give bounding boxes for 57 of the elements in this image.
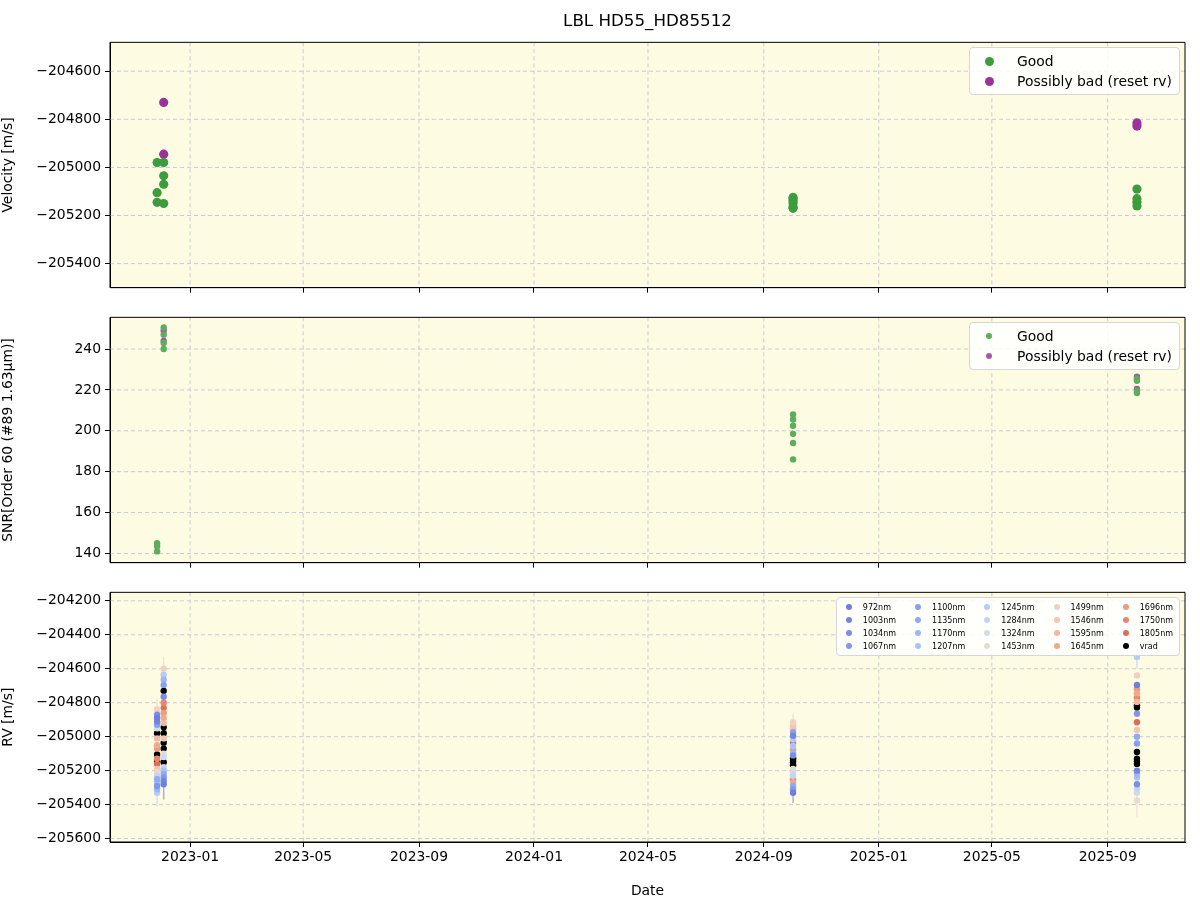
- y-tick-label: −205400: [36, 795, 101, 812]
- x-tick-label: 2025-05: [962, 847, 1021, 864]
- y-tick-label: −205400: [36, 254, 101, 271]
- x-tick-label: 2023-01: [161, 847, 220, 864]
- x-tick-label: 2025-09: [1078, 847, 1137, 864]
- legend-label: 972nm: [862, 602, 891, 612]
- y-tick-label: 160: [74, 503, 101, 520]
- legend-label: Possibly bad (reset rv): [1017, 348, 1172, 365]
- legend-label: 1034nm: [862, 628, 897, 638]
- y-tick-label: −205200: [36, 206, 101, 223]
- y-tick-label: −205600: [36, 829, 101, 846]
- y-tick-label: −204400: [36, 625, 101, 642]
- legend-label: 1245nm: [1001, 602, 1035, 612]
- y-tick-label: −204200: [36, 591, 101, 608]
- legend-label: 1170nm: [932, 628, 966, 638]
- y-tick-label: 180: [74, 462, 101, 479]
- x-tick-label: 2023-05: [274, 847, 333, 864]
- y-tick-label: −204600: [36, 61, 101, 78]
- legend-label: 1284nm: [1001, 615, 1035, 625]
- legend-label: 1499nm: [1070, 602, 1104, 612]
- legend-label: 1696nm: [1139, 602, 1173, 612]
- x-tick-label: 2023-09: [390, 847, 449, 864]
- chart-title: LBL HD55_HD85512: [562, 10, 733, 30]
- legend-label: 1135nm: [932, 615, 966, 625]
- legend-label: Possibly bad (reset rv): [1017, 73, 1172, 90]
- legend-label: 1453nm: [1001, 641, 1035, 651]
- legend-label: Good: [1017, 53, 1054, 70]
- y-tick-label: −205000: [36, 727, 101, 744]
- legend-label: 1100nm: [932, 602, 966, 612]
- y-tick-label: −205000: [36, 158, 101, 175]
- y-tick-label: 140: [74, 544, 101, 561]
- x-axis-title: Date: [630, 882, 665, 899]
- x-tick-label: 2024-09: [734, 847, 793, 864]
- y-axis-title: RV [m/s]: [0, 687, 15, 747]
- legend-label: 1546nm: [1070, 615, 1104, 625]
- legend-label: vrad: [1139, 641, 1158, 651]
- legend-label: Good: [1017, 328, 1054, 345]
- legend-label: 1805nm: [1139, 628, 1173, 638]
- x-tick-label: 2024-05: [618, 847, 677, 864]
- y-tick-label: −204800: [36, 693, 101, 710]
- legend-label: 1324nm: [1001, 628, 1035, 638]
- legend-label: 1750nm: [1139, 615, 1173, 625]
- legend-label: 1003nm: [862, 615, 897, 625]
- legend-label: 1645nm: [1070, 641, 1104, 651]
- y-tick-label: −204600: [36, 659, 101, 676]
- y-tick-label: 200: [74, 421, 101, 438]
- y-axis-title: SNR[Order 60 (#89 1.63μm)]: [0, 338, 15, 542]
- y-tick-label: −205200: [36, 761, 101, 778]
- y-tick-label: 220: [74, 380, 101, 397]
- y-tick-label: 240: [74, 339, 101, 356]
- legend-label: 1595nm: [1070, 628, 1104, 638]
- y-axis-title: Velocity [m/s]: [0, 117, 15, 213]
- legend-label: 1067nm: [862, 641, 897, 651]
- x-tick-label: 2024-01: [504, 847, 563, 864]
- x-tick-label: 2025-01: [849, 847, 908, 864]
- y-tick-label: −204800: [36, 109, 101, 126]
- legend-label: 1207nm: [932, 641, 966, 651]
